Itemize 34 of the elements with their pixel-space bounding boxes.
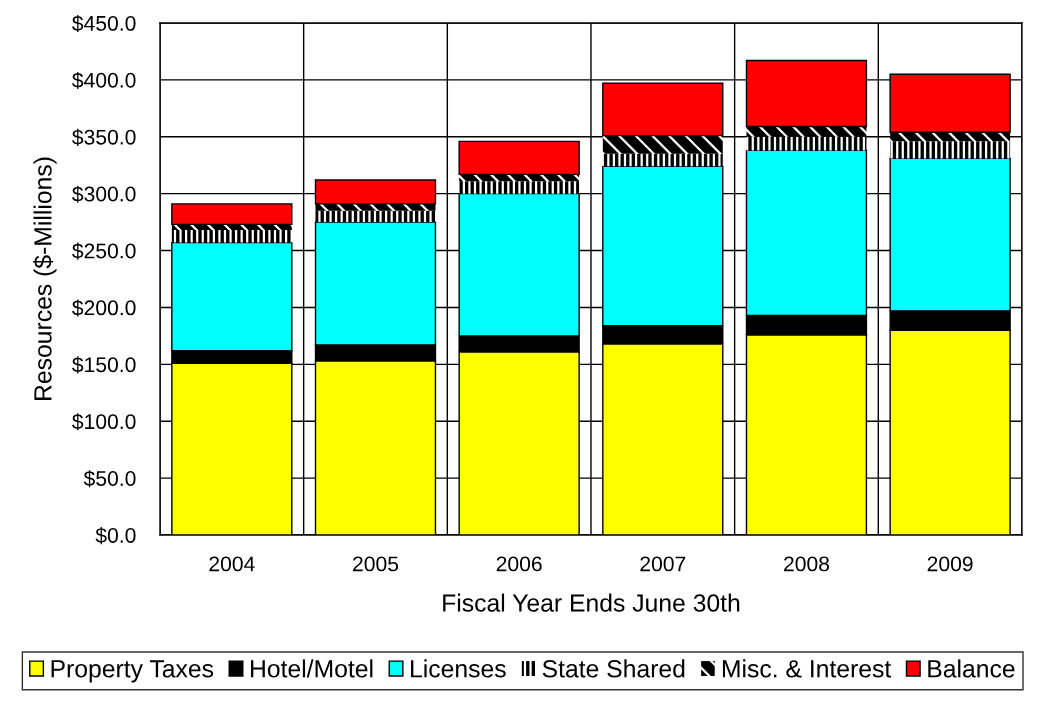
x-tick-label: 2008 — [784, 556, 830, 572]
x-tick-label: 2007 — [640, 556, 686, 572]
y-tick-label: $50.0 — [83, 470, 136, 488]
legend-label: State Shared — [542, 659, 685, 678]
bar — [890, 141, 1011, 159]
legend-label: Misc. & Interest — [722, 659, 892, 678]
bar — [171, 230, 292, 243]
x-tick-label: 2005 — [353, 556, 399, 572]
y-tick-label: $300.0 — [72, 185, 136, 203]
y-tick-label: $0.0 — [95, 527, 136, 545]
y-tick-label: $250.0 — [72, 242, 136, 260]
bar — [458, 140, 580, 176]
y-tick-label: $400.0 — [72, 71, 136, 89]
legend-label: Licenses — [411, 659, 506, 678]
y-tick-label: $150.0 — [72, 356, 136, 374]
x-axis-title: Fiscal Year Ends June 30th — [443, 593, 740, 612]
y-tick-label: $450.0 — [72, 15, 136, 33]
bar — [746, 136, 867, 151]
legend-label: Hotel/Motel — [251, 659, 373, 678]
bar — [602, 153, 723, 167]
bar — [459, 181, 580, 194]
y-tick-label: $350.0 — [72, 128, 136, 146]
bar — [602, 135, 723, 154]
x-tick-label: 2006 — [496, 556, 542, 572]
y-tick-label: $100.0 — [72, 413, 136, 431]
y-tick-label: $200.0 — [72, 299, 136, 317]
legend-label: Property Taxes — [51, 660, 214, 683]
y-axis-title: Resources ($-Millions) — [33, 157, 57, 400]
legend-label: Balance — [928, 659, 1015, 678]
x-tick-label: 2009 — [927, 556, 973, 572]
bar — [171, 203, 293, 226]
bar — [315, 210, 436, 223]
x-tick-label: 2004 — [209, 556, 255, 572]
bar — [746, 126, 867, 137]
